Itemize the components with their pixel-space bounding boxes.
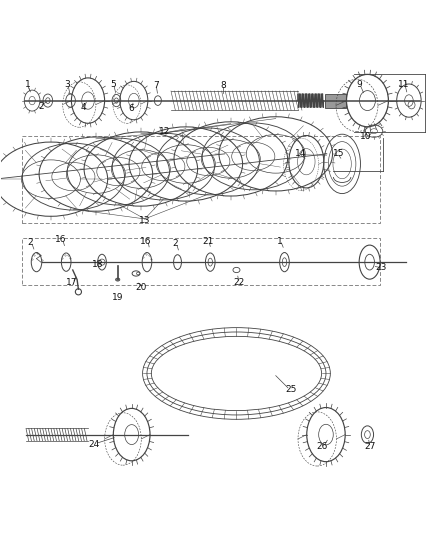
- Text: 24: 24: [88, 440, 99, 449]
- Text: 25: 25: [285, 385, 297, 394]
- Text: 27: 27: [364, 442, 375, 451]
- Text: 17: 17: [66, 278, 77, 287]
- Text: 8: 8: [220, 81, 226, 90]
- Text: 19: 19: [112, 294, 124, 302]
- Text: 5: 5: [110, 80, 116, 90]
- Text: 16: 16: [55, 235, 67, 244]
- Text: 11: 11: [399, 80, 410, 90]
- Text: 20: 20: [136, 283, 147, 292]
- Text: 6: 6: [128, 104, 134, 113]
- Text: 10: 10: [360, 132, 372, 141]
- Text: 13: 13: [139, 216, 151, 225]
- Text: 21: 21: [202, 237, 214, 246]
- Text: 1: 1: [25, 80, 31, 90]
- Text: 15: 15: [333, 149, 345, 158]
- Text: 26: 26: [316, 442, 327, 451]
- Text: 16: 16: [140, 237, 152, 246]
- Bar: [21, 238, 380, 285]
- Text: 14: 14: [295, 149, 307, 158]
- Bar: [325, 94, 346, 108]
- Text: 2: 2: [38, 102, 44, 111]
- Ellipse shape: [116, 278, 120, 281]
- Text: 12: 12: [159, 127, 170, 136]
- Text: 23: 23: [376, 263, 387, 272]
- Bar: [21, 135, 380, 223]
- Text: 2: 2: [27, 238, 33, 247]
- Text: 18: 18: [92, 260, 103, 269]
- Text: 3: 3: [64, 80, 70, 90]
- Text: 7: 7: [153, 81, 159, 90]
- Text: 4: 4: [81, 103, 86, 112]
- Text: 22: 22: [233, 278, 244, 287]
- Text: 9: 9: [357, 80, 363, 90]
- Text: 2: 2: [173, 239, 178, 248]
- Text: 1: 1: [277, 237, 283, 246]
